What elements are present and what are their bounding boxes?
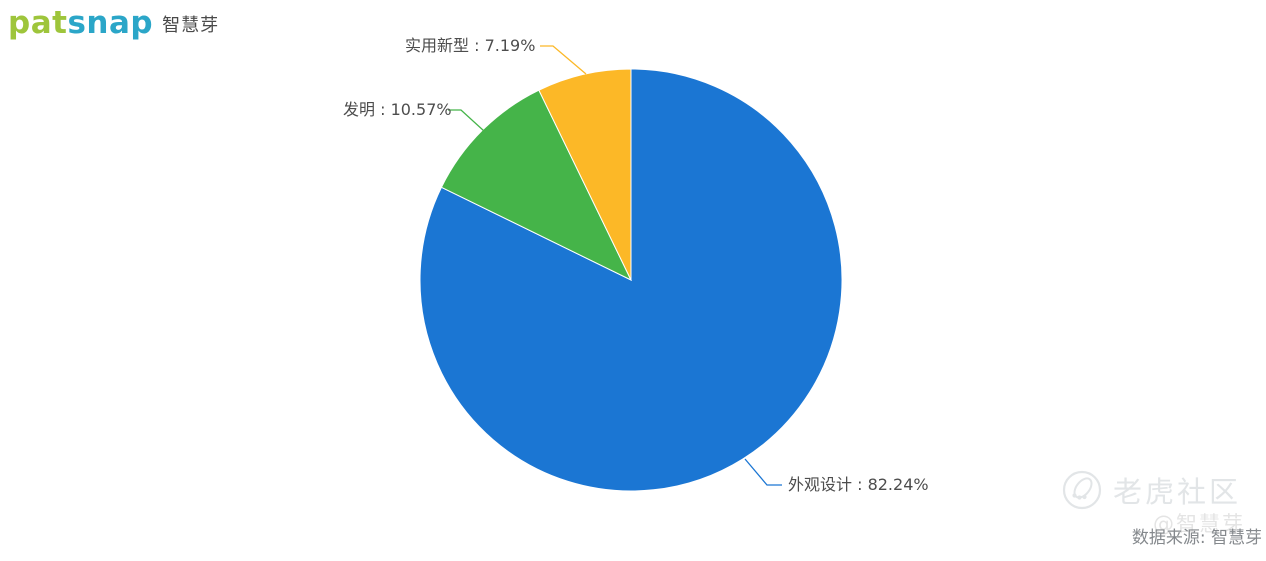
tiger-icon: [1062, 470, 1102, 510]
pie-slice-外观设计[interactable]: [419, 68, 843, 492]
tiger-community-watermark: 老虎社区: [1062, 469, 1241, 511]
patsnap-wordmark: patsnap: [8, 8, 153, 39]
leader-line-外观设计: [744, 458, 782, 486]
ghost-handle-watermark: @智慧芽: [1153, 512, 1245, 536]
slice-label-invention: 发明 : 10.57%: [343, 100, 452, 119]
data-source-note: 数据来源: 智慧芽: [1131, 528, 1262, 548]
slice-label-design: 外观设计 : 82.24%: [788, 475, 929, 494]
patsnap-logo: patsnap 智慧芽: [8, 8, 219, 39]
logo-chinese-name: 智慧芽: [162, 14, 220, 36]
slice-label-utility-model: 实用新型 : 7.19%: [405, 36, 536, 55]
leader-line-实用新型: [540, 45, 587, 75]
leader-line-发明: [448, 109, 485, 132]
pie-slice-实用新型[interactable]: [538, 68, 632, 281]
logo-pat: pat: [8, 5, 68, 41]
community-name: 老虎社区: [1113, 475, 1242, 509]
logo-snap: snap: [67, 5, 154, 41]
pie-slice-发明[interactable]: [440, 89, 633, 282]
